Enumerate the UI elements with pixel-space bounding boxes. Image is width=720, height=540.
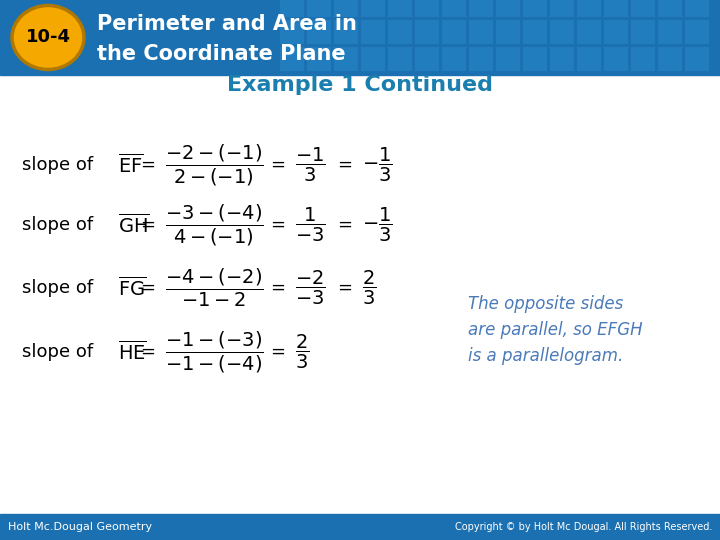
Text: $\mathsf{\dfrac{-1-(-3)}{-1-(-4)}}$: $\mathsf{\dfrac{-1-(-3)}{-1-(-4)}}$ [165, 329, 264, 375]
Text: $\overline{\mathsf{FG}}$: $\overline{\mathsf{FG}}$ [118, 276, 146, 300]
Bar [388, 0, 412, 17]
Bar [631, 20, 655, 44]
Text: $\mathsf{\dfrac{-2-(-1)}{2-(-1)}}$: $\mathsf{\dfrac{-2-(-1)}{2-(-1)}}$ [165, 143, 264, 187]
Bar [415, 20, 439, 44]
Text: =: = [271, 216, 286, 234]
Text: $\mathsf{\dfrac{1}{-3}}$: $\mathsf{\dfrac{1}{-3}}$ [295, 206, 325, 244]
Bar [523, 47, 547, 71]
Text: =: = [140, 156, 156, 174]
Bar [658, 47, 682, 71]
Text: =: = [140, 279, 156, 297]
Bar [604, 0, 628, 17]
Bar [631, 0, 655, 17]
Text: 10-4: 10-4 [25, 29, 71, 46]
Ellipse shape [12, 5, 84, 70]
Bar [577, 0, 601, 17]
Bar [550, 47, 574, 71]
Text: $\overline{\mathsf{GH}}$: $\overline{\mathsf{GH}}$ [118, 213, 150, 237]
Bar [496, 20, 520, 44]
Text: $\overline{\mathsf{HE}}$: $\overline{\mathsf{HE}}$ [118, 340, 147, 364]
Bar [442, 47, 466, 71]
Bar [334, 47, 358, 71]
Bar [415, 47, 439, 71]
Text: $\mathsf{\dfrac{2}{3}}$: $\mathsf{\dfrac{2}{3}}$ [295, 333, 310, 371]
Text: the Coordinate Plane: the Coordinate Plane [97, 44, 346, 64]
Bar [0, 0, 720, 75]
Bar [442, 20, 466, 44]
Text: Holt Mc.Dougal Geometry: Holt Mc.Dougal Geometry [8, 522, 152, 532]
Bar [334, 0, 358, 17]
Bar [550, 20, 574, 44]
Text: $\mathsf{\dfrac{2}{3}}$: $\mathsf{\dfrac{2}{3}}$ [362, 269, 377, 307]
Text: =: = [271, 156, 286, 174]
Bar [469, 20, 493, 44]
Text: $\mathsf{\dfrac{-1}{3}}$: $\mathsf{\dfrac{-1}{3}}$ [295, 146, 325, 184]
Bar [361, 20, 385, 44]
Text: =: = [271, 343, 286, 361]
Bar [442, 0, 466, 17]
Bar [361, 47, 385, 71]
Bar [280, 20, 304, 44]
Text: $\mathsf{\dfrac{-3-(-4)}{4-(-1)}}$: $\mathsf{\dfrac{-3-(-4)}{4-(-1)}}$ [165, 202, 264, 247]
Bar [307, 20, 331, 44]
Bar [469, 0, 493, 17]
Text: =: = [271, 279, 286, 297]
Bar [658, 20, 682, 44]
Bar [631, 47, 655, 71]
Text: slope of: slope of [22, 279, 93, 297]
Text: =: = [338, 156, 353, 174]
Bar [280, 47, 304, 71]
Bar [280, 0, 304, 17]
Text: slope of: slope of [22, 343, 93, 361]
Text: The opposite sides
are parallel, so EFGH
is a parallelogram.: The opposite sides are parallel, so EFGH… [468, 295, 642, 366]
Text: $\mathsf{-\dfrac{1}{3}}$: $\mathsf{-\dfrac{1}{3}}$ [362, 206, 392, 244]
Bar [307, 0, 331, 17]
Bar [604, 47, 628, 71]
Text: $\mathsf{-\dfrac{1}{3}}$: $\mathsf{-\dfrac{1}{3}}$ [362, 146, 392, 184]
Text: slope of: slope of [22, 156, 93, 174]
Bar [469, 47, 493, 71]
Bar [307, 47, 331, 71]
Text: Copyright © by Holt Mc Dougal. All Rights Reserved.: Copyright © by Holt Mc Dougal. All Right… [454, 522, 712, 532]
Text: Example 1 Continued: Example 1 Continued [227, 75, 493, 95]
Bar [685, 0, 709, 17]
Text: slope of: slope of [22, 216, 93, 234]
Text: =: = [338, 216, 353, 234]
Text: =: = [140, 343, 156, 361]
Bar [685, 20, 709, 44]
Bar [604, 20, 628, 44]
Bar [523, 20, 547, 44]
Bar [658, 0, 682, 17]
Bar [577, 47, 601, 71]
Bar [496, 0, 520, 17]
Text: $\overline{\mathsf{EF}}$: $\overline{\mathsf{EF}}$ [118, 153, 143, 177]
Text: Perimeter and Area in: Perimeter and Area in [97, 14, 357, 34]
Text: =: = [140, 216, 156, 234]
Bar [388, 47, 412, 71]
Bar [361, 0, 385, 17]
Bar [577, 20, 601, 44]
Bar [523, 0, 547, 17]
Bar [550, 0, 574, 17]
Bar [496, 47, 520, 71]
Bar [685, 47, 709, 71]
Bar [334, 20, 358, 44]
Bar [415, 0, 439, 17]
Text: $\mathsf{\dfrac{-4-(-2)}{-1-2}}$: $\mathsf{\dfrac{-4-(-2)}{-1-2}}$ [165, 267, 264, 309]
Bar [388, 20, 412, 44]
Text: $\mathsf{\dfrac{-2}{-3}}$: $\mathsf{\dfrac{-2}{-3}}$ [295, 269, 325, 307]
Text: =: = [338, 279, 353, 297]
Bar [0, 514, 720, 540]
